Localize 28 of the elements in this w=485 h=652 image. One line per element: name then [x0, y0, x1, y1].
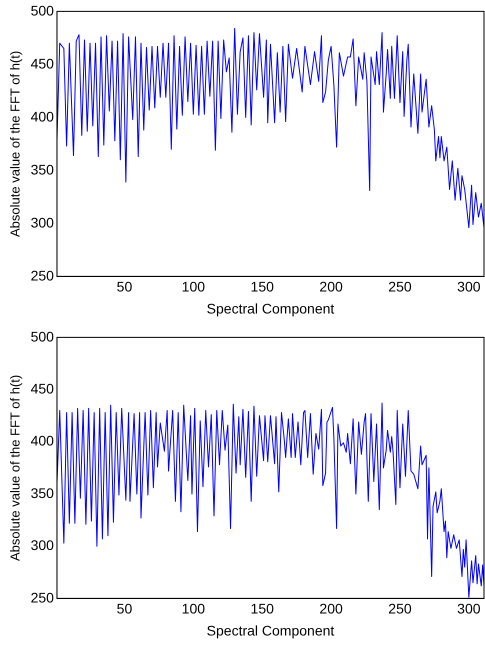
- x-tick-label: 50: [116, 600, 132, 617]
- y-axis-title: Absolute value of the FFT of h(t): [7, 50, 22, 237]
- y-axis-title: Absolute value of the FFT of h(t): [7, 374, 22, 561]
- y-tick-label: 500: [30, 328, 54, 344]
- x-tick-label: 250: [388, 600, 412, 617]
- x-tick-label: 50: [116, 278, 132, 295]
- y-tick-label: 400: [30, 108, 54, 124]
- x-tick-label: 250: [388, 278, 412, 295]
- y-tick-label: 450: [30, 380, 54, 396]
- y-tick-label: 250: [30, 267, 54, 284]
- x-tick-label: 150: [250, 278, 274, 295]
- y-tick-label: 300: [30, 214, 54, 230]
- x-axis-title: Spectral Component: [206, 300, 334, 316]
- y-tick-label: 500: [30, 2, 54, 18]
- y-tick-label: 350: [30, 484, 54, 501]
- x-tick-label: 200: [319, 278, 343, 295]
- y-tick-label: 300: [30, 537, 54, 554]
- y-tick-label: 250: [30, 589, 54, 606]
- x-axis-title: Spectral Component: [206, 622, 334, 638]
- x-tick-label: 200: [319, 600, 343, 617]
- x-tick-label: 100: [182, 278, 206, 295]
- x-tick-label: 100: [182, 600, 206, 617]
- x-tick-label: 150: [250, 600, 274, 617]
- y-tick-label: 400: [30, 432, 54, 449]
- y-tick-label: 350: [30, 161, 54, 178]
- x-tick-label: 300: [457, 278, 481, 295]
- y-tick-label: 450: [30, 55, 54, 72]
- x-tick-label: 300: [457, 600, 481, 617]
